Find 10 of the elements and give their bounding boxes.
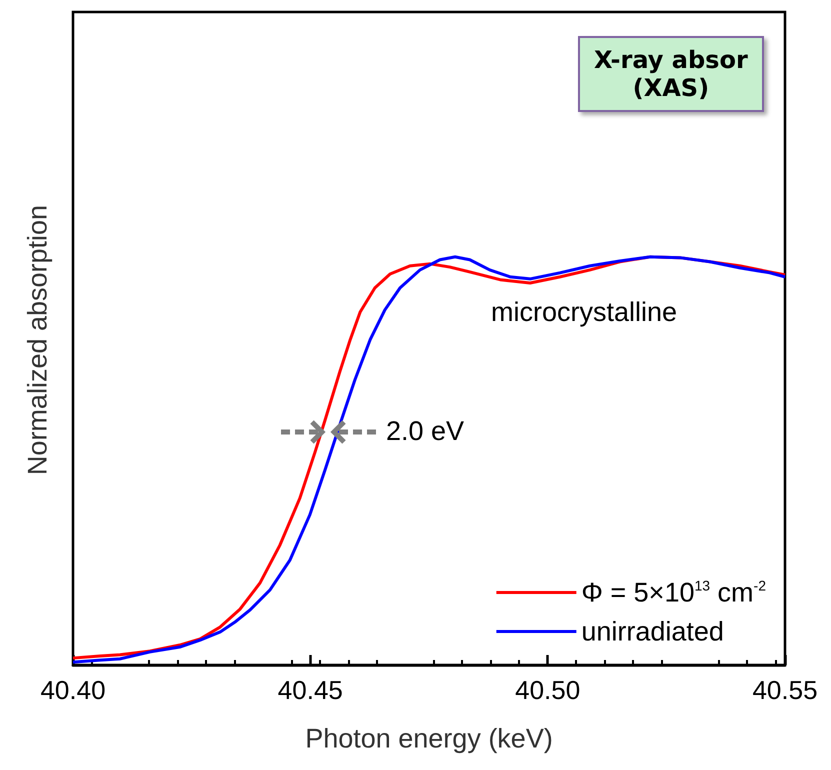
x-tick-label: 40.55 bbox=[752, 675, 818, 705]
x-tick-label: 40.45 bbox=[278, 675, 343, 705]
y-axis-title: Normalized absorption bbox=[22, 204, 54, 476]
x-tick-label: 40.50 bbox=[515, 675, 580, 705]
x-tick-label: 40.40 bbox=[40, 675, 106, 705]
x-axis-title: Photon energy (keV) bbox=[305, 724, 553, 754]
annotation: microcrystalline bbox=[491, 297, 678, 328]
annotation: 2.0 eV bbox=[386, 416, 464, 447]
text: X-ray absor (XAS) bbox=[578, 36, 764, 112]
legend-label: unirradiated bbox=[581, 616, 724, 646]
